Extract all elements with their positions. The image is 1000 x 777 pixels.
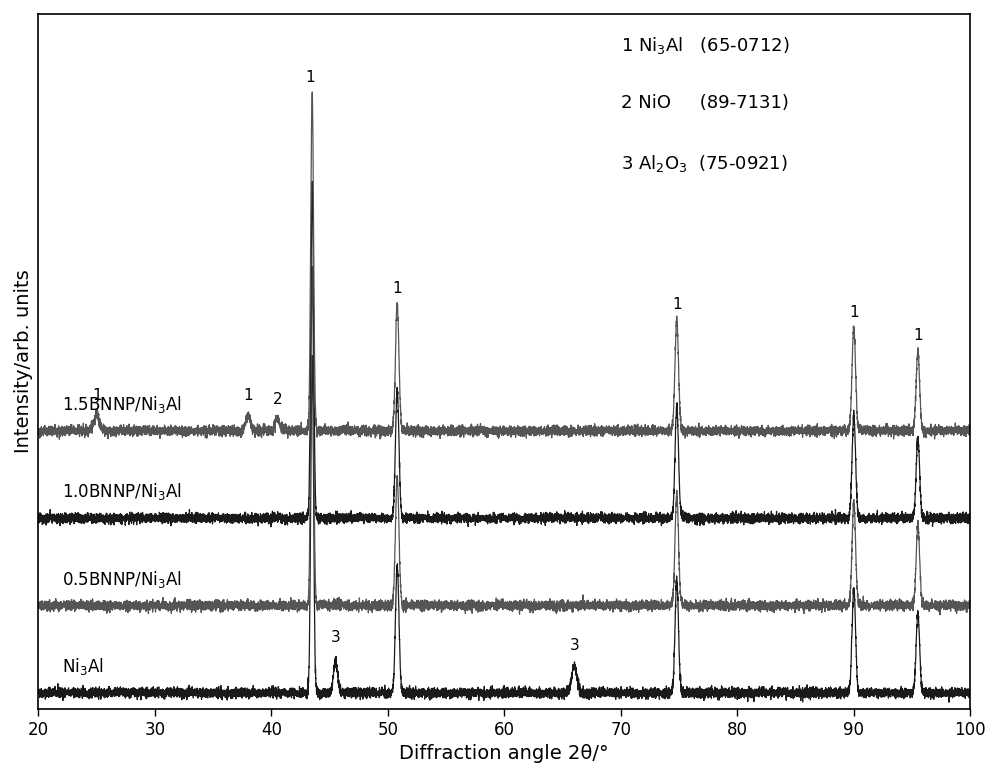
Text: 2: 2 bbox=[272, 392, 282, 407]
Text: 1.5BNNP/Ni$_3$Al: 1.5BNNP/Ni$_3$Al bbox=[62, 394, 182, 415]
Text: 1.0BNNP/Ni$_3$Al: 1.0BNNP/Ni$_3$Al bbox=[62, 481, 182, 502]
Text: 2 NiO     (89-7131): 2 NiO (89-7131) bbox=[621, 94, 789, 112]
Text: 3: 3 bbox=[569, 638, 579, 653]
Text: 3: 3 bbox=[331, 630, 340, 645]
Y-axis label: Intensity/arb. units: Intensity/arb. units bbox=[14, 270, 33, 453]
Text: 1: 1 bbox=[849, 305, 859, 319]
Text: 1 Ni$_3$Al   (65-0712): 1 Ni$_3$Al (65-0712) bbox=[621, 35, 789, 56]
X-axis label: Diffraction angle 2θ/°: Diffraction angle 2θ/° bbox=[399, 744, 609, 763]
Text: 0.5BNNP/Ni$_3$Al: 0.5BNNP/Ni$_3$Al bbox=[62, 569, 182, 590]
Text: 1: 1 bbox=[392, 280, 402, 296]
Text: 1: 1 bbox=[243, 388, 253, 403]
Text: Ni$_3$Al: Ni$_3$Al bbox=[62, 656, 103, 677]
Text: 1: 1 bbox=[92, 388, 101, 403]
Text: 1: 1 bbox=[672, 297, 682, 312]
Text: 3 Al$_2$O$_3$  (75-0921): 3 Al$_2$O$_3$ (75-0921) bbox=[621, 153, 788, 174]
Text: 1: 1 bbox=[305, 71, 315, 85]
Text: 1: 1 bbox=[913, 329, 923, 343]
